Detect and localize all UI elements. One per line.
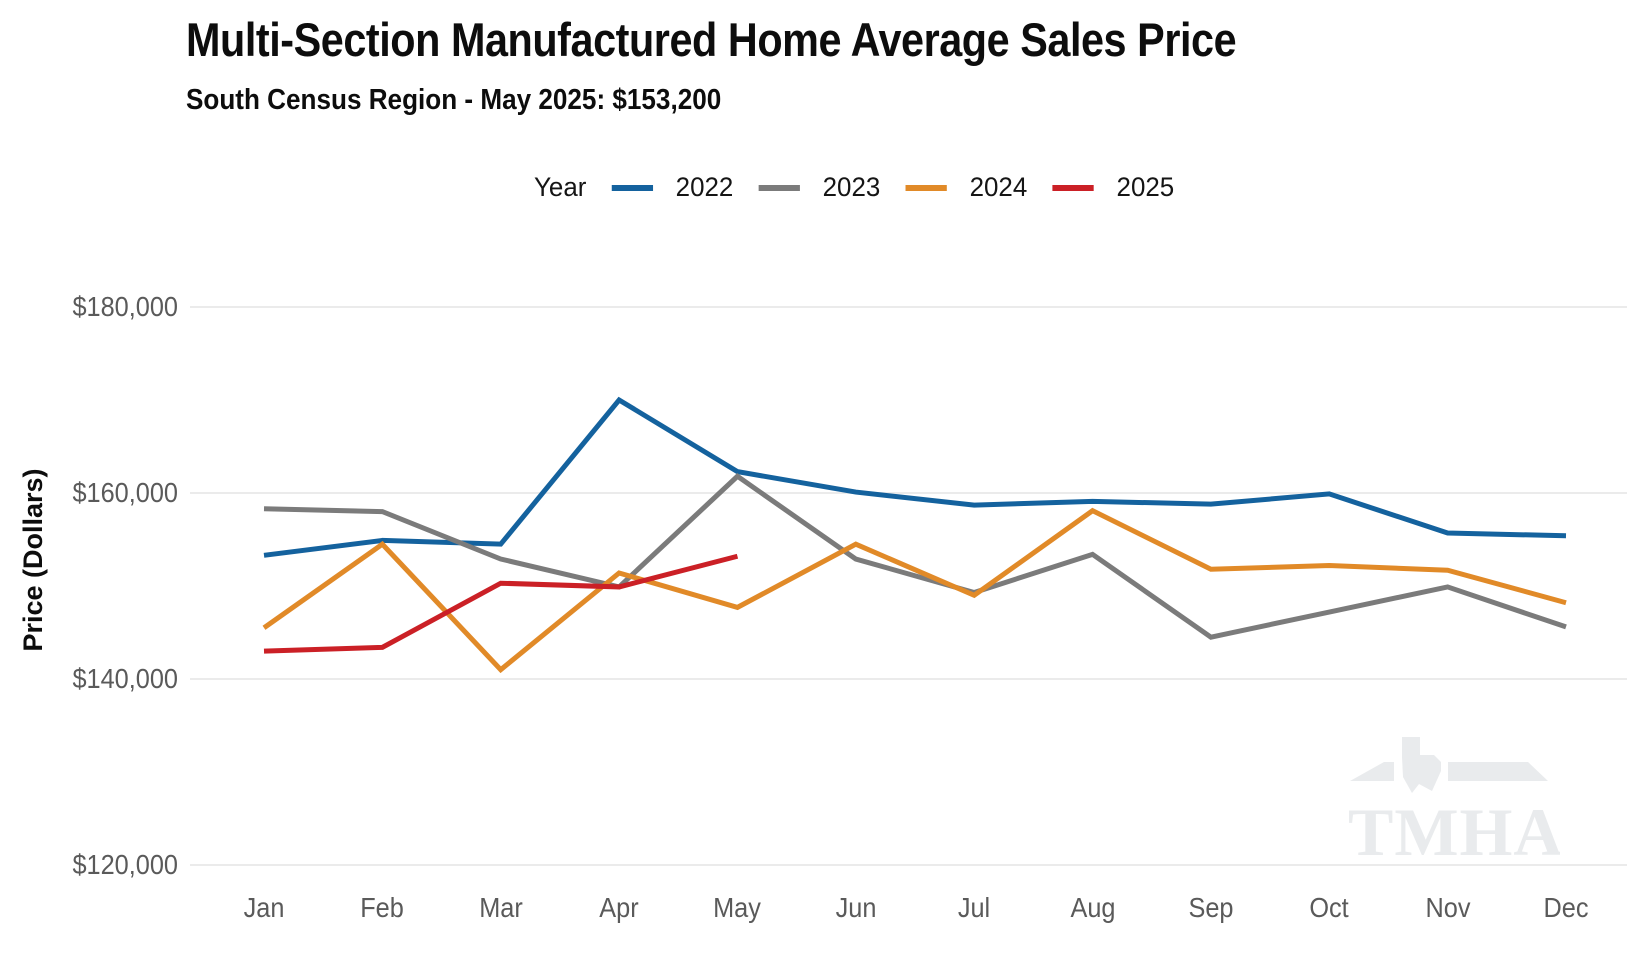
legend-item-2024[interactable]: 2024 (905, 172, 1027, 203)
legend-item-2023[interactable]: 2023 (758, 172, 880, 203)
logo-texas-shape (1402, 737, 1441, 793)
x-tick-label: Dec (1543, 892, 1589, 923)
logo-roof-left (1350, 762, 1394, 781)
legend-swatch-2022 (611, 184, 653, 191)
legend-swatch-2024 (905, 184, 947, 191)
x-tick-label: Aug (1070, 892, 1116, 923)
legend-title: Year (534, 172, 587, 202)
x-tick-label: Jan (243, 892, 285, 923)
series-line-2022[interactable] (263, 396, 1567, 558)
chart-title: Multi-Section Manufactured Home Average … (186, 13, 1237, 66)
chart-subtitle: South Census Region - May 2025: $153,200 (186, 84, 722, 116)
legend-item-label: 2022 (675, 172, 734, 202)
y-tick-label: $120,000 (72, 849, 178, 880)
legend-item-label: 2025 (1116, 172, 1175, 202)
x-tick-label: Mar (478, 892, 523, 923)
y-tick-label: $140,000 (72, 663, 178, 694)
legend-item-2022[interactable]: 2022 (611, 172, 733, 203)
x-tick-label: Jul (958, 892, 991, 923)
x-tick-label: Sep (1188, 892, 1234, 923)
legend-item-label: 2024 (969, 172, 1028, 202)
legend: Year 2022 2023 2024 2025 (534, 172, 1174, 203)
x-tick-label: Feb (360, 892, 405, 923)
legend-swatch-2025 (1052, 184, 1094, 191)
x-tick-label: Jun (835, 892, 877, 923)
y-tick-label: $160,000 (72, 477, 178, 508)
legend-swatch-2023 (758, 184, 800, 191)
y-tick-label: $180,000 (72, 291, 178, 322)
x-tick-label: May (713, 892, 762, 923)
tmha-logo: TMHA (1348, 737, 1563, 870)
x-tick-label: Nov (1425, 892, 1471, 923)
logo-text: TMHA (1348, 794, 1560, 865)
x-tick-label: Apr (599, 892, 639, 923)
series-line-2025[interactable] (263, 553, 739, 654)
legend-item-2025[interactable]: 2025 (1052, 172, 1174, 203)
tmha-watermark: TMHA (1348, 733, 1563, 870)
series-line-2023[interactable] (263, 473, 1567, 640)
series-line-2024[interactable] (262, 507, 1567, 674)
logo-roof-right (1448, 762, 1548, 781)
legend-item-label: 2023 (822, 172, 881, 202)
x-tick-label: Oct (1309, 892, 1349, 923)
